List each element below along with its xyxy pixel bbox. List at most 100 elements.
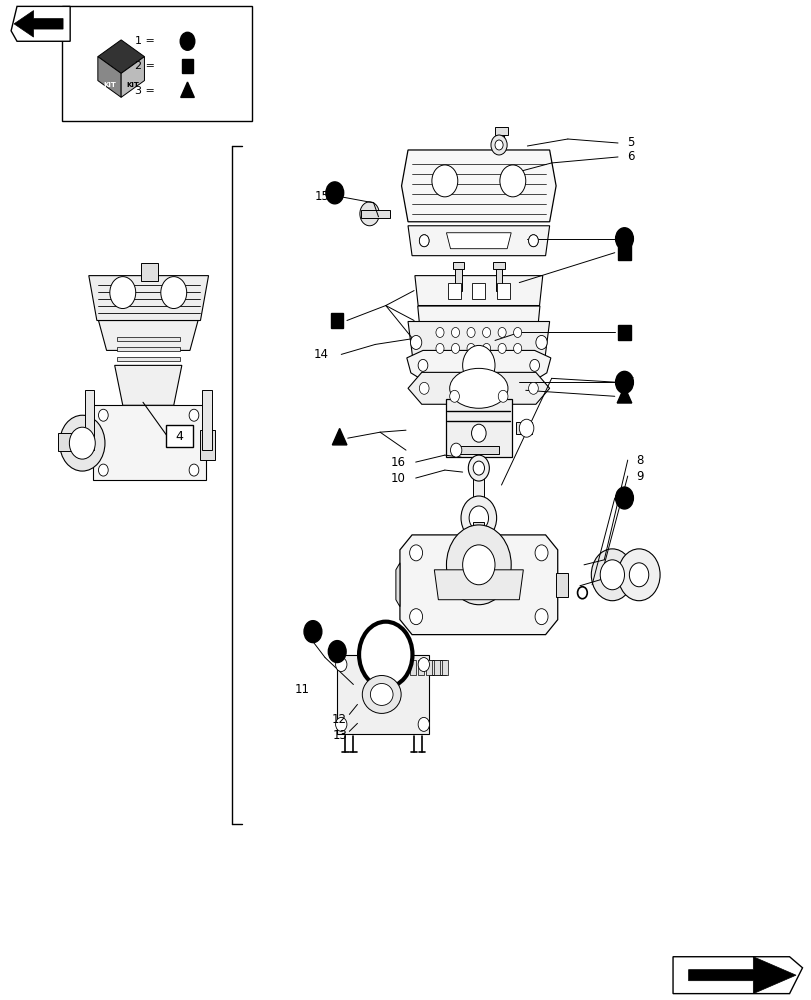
- Circle shape: [495, 140, 503, 150]
- Text: KIT: KIT: [103, 82, 116, 88]
- Circle shape: [409, 545, 422, 561]
- Text: 15: 15: [314, 190, 328, 203]
- Circle shape: [590, 549, 633, 601]
- Ellipse shape: [449, 368, 508, 408]
- Circle shape: [335, 717, 346, 731]
- Bar: [458, 446, 499, 454]
- Bar: [556, 573, 568, 597]
- Text: 8: 8: [636, 454, 643, 467]
- Bar: [426, 660, 431, 675]
- Circle shape: [359, 202, 379, 226]
- Polygon shape: [616, 387, 631, 403]
- Circle shape: [418, 235, 428, 247]
- Bar: [182, 59, 193, 73]
- Circle shape: [418, 382, 428, 394]
- Polygon shape: [98, 40, 144, 73]
- Text: 1 =: 1 =: [135, 36, 155, 46]
- Circle shape: [469, 506, 488, 530]
- Bar: [442, 660, 448, 675]
- Circle shape: [462, 345, 495, 385]
- Bar: [496, 269, 502, 291]
- Bar: [448, 283, 461, 299]
- Circle shape: [534, 545, 547, 561]
- Circle shape: [466, 327, 474, 337]
- Circle shape: [471, 424, 486, 442]
- Bar: [410, 660, 415, 675]
- Polygon shape: [417, 306, 539, 331]
- Circle shape: [462, 545, 495, 585]
- Circle shape: [482, 327, 490, 337]
- Polygon shape: [407, 226, 549, 256]
- Bar: [202, 390, 212, 450]
- Circle shape: [98, 464, 108, 476]
- Circle shape: [491, 135, 507, 155]
- Circle shape: [450, 443, 461, 457]
- Circle shape: [410, 335, 421, 349]
- Text: 14: 14: [314, 348, 328, 361]
- Circle shape: [500, 165, 525, 197]
- Polygon shape: [414, 276, 542, 306]
- Circle shape: [528, 235, 538, 247]
- Polygon shape: [396, 563, 400, 607]
- Circle shape: [466, 343, 474, 353]
- Polygon shape: [121, 57, 144, 97]
- Circle shape: [436, 327, 444, 337]
- Circle shape: [418, 359, 427, 371]
- Polygon shape: [401, 150, 556, 222]
- Bar: [516, 422, 531, 434]
- Circle shape: [529, 359, 539, 371]
- Polygon shape: [407, 321, 549, 359]
- Circle shape: [519, 419, 533, 437]
- Text: 6: 6: [626, 150, 633, 163]
- Bar: [200, 430, 215, 460]
- Bar: [496, 283, 509, 299]
- Polygon shape: [337, 655, 428, 734]
- Circle shape: [328, 641, 345, 663]
- Text: 13: 13: [332, 729, 346, 742]
- Polygon shape: [406, 350, 550, 380]
- Polygon shape: [473, 468, 484, 518]
- Bar: [475, 529, 482, 547]
- Bar: [361, 210, 389, 218]
- Circle shape: [436, 343, 444, 353]
- Circle shape: [59, 415, 105, 471]
- Circle shape: [180, 32, 195, 50]
- Circle shape: [629, 563, 648, 587]
- Circle shape: [535, 335, 547, 349]
- Circle shape: [418, 658, 429, 672]
- FancyBboxPatch shape: [165, 425, 193, 447]
- Polygon shape: [672, 957, 801, 994]
- Polygon shape: [14, 11, 63, 37]
- Bar: [62, 6, 252, 121]
- Bar: [618, 325, 630, 340]
- Text: 9: 9: [636, 470, 643, 483]
- Polygon shape: [114, 365, 182, 405]
- Text: 5: 5: [626, 136, 633, 149]
- Polygon shape: [688, 957, 795, 994]
- Text: 12: 12: [332, 713, 347, 726]
- Text: KIT: KIT: [127, 82, 139, 88]
- Circle shape: [451, 327, 459, 337]
- Bar: [117, 357, 180, 361]
- Polygon shape: [92, 405, 206, 480]
- Text: 3 =: 3 =: [135, 86, 155, 96]
- Polygon shape: [181, 82, 194, 97]
- Circle shape: [446, 525, 511, 605]
- Bar: [434, 660, 440, 675]
- Circle shape: [497, 343, 505, 353]
- Circle shape: [358, 622, 412, 687]
- Bar: [473, 522, 484, 529]
- Circle shape: [615, 228, 633, 250]
- Circle shape: [528, 382, 538, 394]
- Bar: [472, 283, 485, 299]
- Circle shape: [497, 327, 505, 337]
- Polygon shape: [88, 276, 208, 320]
- Text: 2 =: 2 =: [135, 61, 155, 71]
- Polygon shape: [11, 6, 70, 41]
- Circle shape: [69, 427, 95, 459]
- Circle shape: [468, 455, 489, 481]
- Circle shape: [615, 487, 633, 509]
- Bar: [493, 262, 504, 269]
- Circle shape: [418, 235, 428, 247]
- Circle shape: [418, 717, 429, 731]
